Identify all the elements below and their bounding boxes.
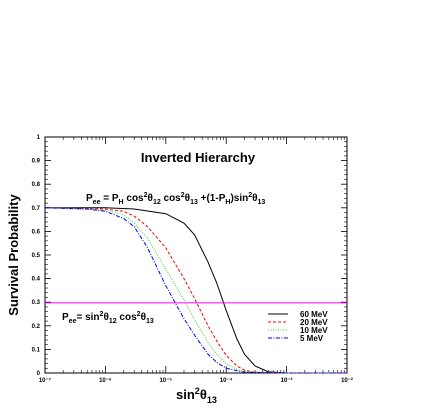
x-tick-label: 10⁻⁷ [39,378,52,384]
y-tick-label: 0.5 [32,253,41,259]
legend-label-20mev: 20 MeV [300,318,328,327]
series-line-10mev [44,207,347,374]
chart-title: Inverted Hierarchy [141,150,256,165]
y-tick-label: 0.3 [32,300,41,306]
formula-top-annotation: Pee = PH cos2θ12 cos2θ13 +(1-PH)sin2θ13 [86,192,265,206]
series-line-5mev [44,207,347,374]
legend-label-5mev: 5 MeV [300,334,324,343]
formula-bottom-annotation: Pee= sin2θ12 cos2θ13 [62,311,154,325]
y-tick-label: 0.4 [32,277,41,283]
y-tick-label: 0.6 [32,229,41,235]
y-tick-label: 0.2 [32,324,41,330]
series-line-20mev [44,207,347,374]
y-tick-label: 0.1 [32,347,41,353]
legend: 60 MeV 20 MeV 10 MeV 5 MeV [268,310,328,343]
series-line-60mev [45,207,347,374]
data-lines [44,207,347,374]
y-tick-label: 0 [37,371,41,377]
y-tick-label: 0.7 [32,206,41,212]
x-tick-label: 10⁻³ [281,377,293,384]
x-tick-label: 10⁻² [341,377,353,384]
legend-label-60mev: 60 MeV [300,310,328,319]
x-axis-label: sin2θ13 [176,386,217,405]
x-tick-label: 10⁻⁵ [159,378,172,384]
x-tick-label: 10⁻⁶ [99,378,112,384]
x-tick-label: 10⁻⁴ [220,378,233,384]
y-tick-label: 1 [37,135,41,141]
axis-ticks: 0 0.1 0.2 0.3 0.4 0.5 0.6 0.7 0.8 0.9 1 10⁻⁷ 10⁻⁶ 10⁻… [32,135,353,384]
y-tick-label: 0.8 [32,182,41,188]
y-axis-label: Survival Probability [6,194,21,316]
y-tick-label: 0.9 [32,159,41,165]
legend-label-10mev: 10 MeV [300,326,328,335]
